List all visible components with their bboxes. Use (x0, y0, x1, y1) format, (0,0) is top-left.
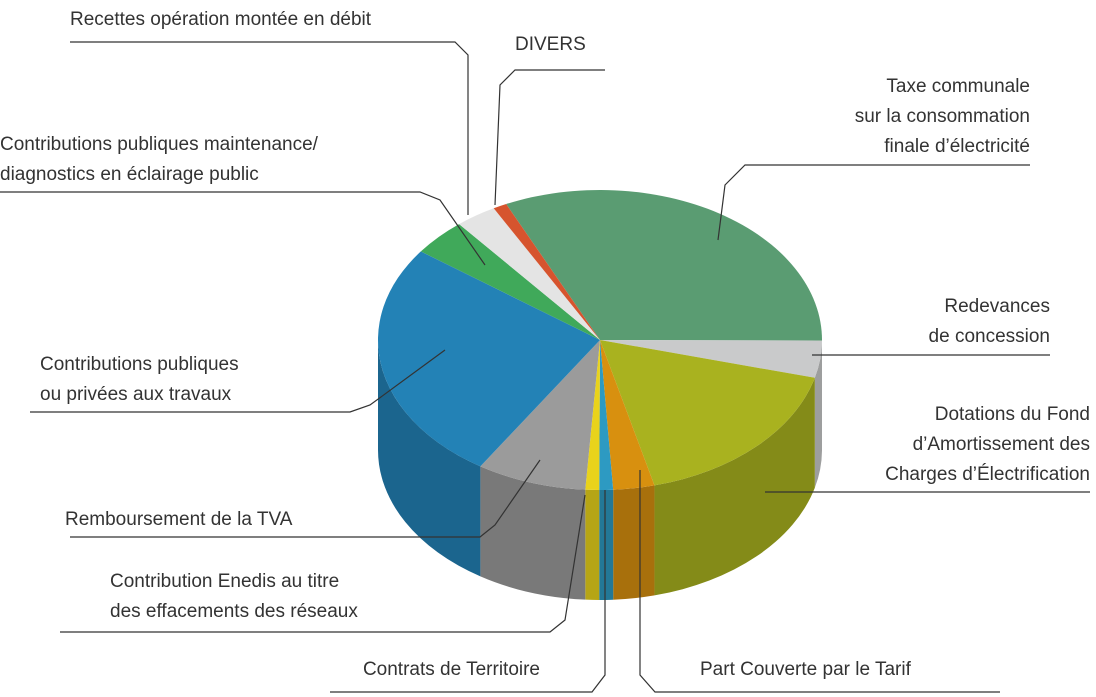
slice-label: Redevances de concession (928, 296, 1050, 347)
slice-side (378, 340, 481, 577)
slice-side (599, 489, 614, 600)
leader-line (30, 349, 446, 413)
slice (377, 251, 600, 467)
leader-line (70, 459, 541, 538)
slice (599, 340, 614, 490)
slice (420, 224, 600, 340)
slice-label: DIVERS (515, 34, 586, 55)
slice-label: Contrats de Territoire (362, 659, 540, 680)
slice (480, 340, 600, 490)
slice-label: Recettes opération montée en débit (70, 9, 372, 30)
slice-label: Part Couverte par le Tarif (700, 659, 911, 680)
slice-side (585, 489, 600, 600)
slice (600, 340, 655, 490)
slice (459, 208, 600, 340)
slice-label: Contributions publiques maintenance/ dia… (0, 134, 318, 185)
slice (506, 189, 823, 341)
slice (493, 204, 600, 340)
slice-label: Contribution Enedis au titre des effacem… (110, 571, 358, 622)
slice (600, 340, 822, 378)
slice-label: Dotations du Fond d’Amortissement des Ch… (885, 404, 1090, 485)
slice-label: Remboursement de la TVA (65, 509, 293, 530)
leader-line (717, 164, 1030, 241)
slice (600, 340, 815, 486)
leader-line (639, 470, 1000, 693)
leader-line (494, 69, 605, 206)
slice-label: Contributions publiques ou privées aux t… (40, 354, 239, 405)
leader-line (70, 41, 469, 215)
slice-side (654, 377, 815, 596)
slice-side (814, 340, 822, 488)
slice (585, 340, 600, 490)
leader-line (0, 191, 486, 266)
slice-label: Taxe communale sur la consommation final… (854, 76, 1030, 157)
slice-side (480, 466, 586, 600)
slice-side (613, 485, 655, 600)
leader-line (60, 494, 586, 633)
leader-line (330, 490, 606, 693)
